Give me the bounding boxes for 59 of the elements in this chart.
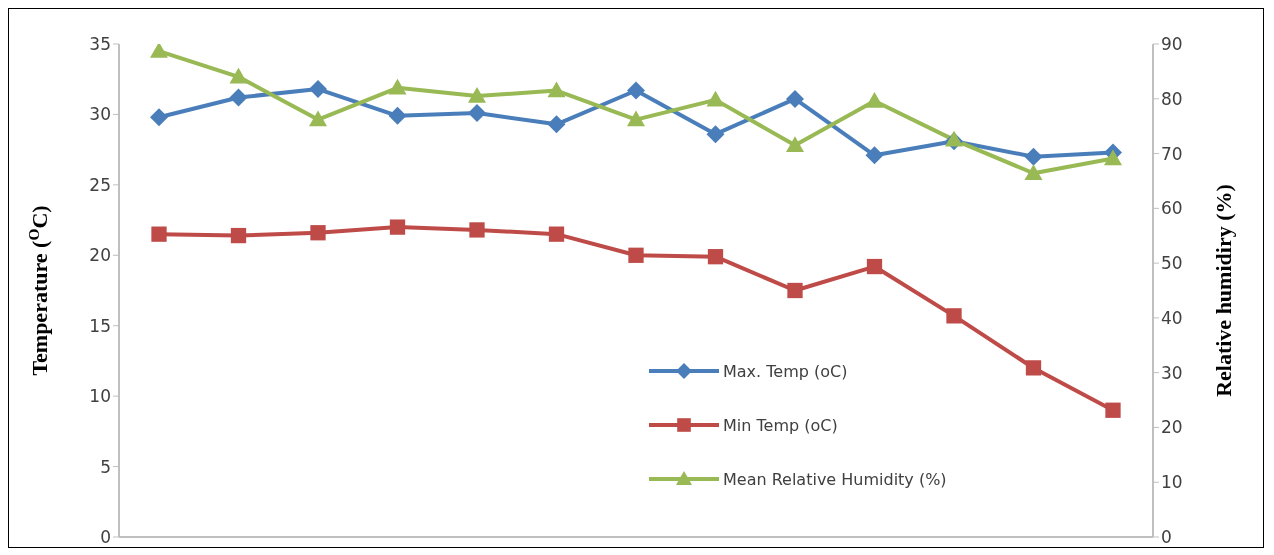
legend-label: Min Temp (oC): [723, 415, 838, 435]
point: [945, 130, 963, 147]
y2-tick-label: 60: [1161, 198, 1183, 219]
y2-tick-label: 10: [1161, 472, 1183, 493]
legend-label: Mean Relative Humidity (%): [723, 469, 947, 489]
y2-tick-label: 0: [1161, 527, 1172, 548]
point: [786, 89, 804, 108]
y2-tick-label: 50: [1161, 253, 1183, 274]
point: [628, 247, 644, 263]
point: [1025, 360, 1042, 376]
y2-tick-label: 30: [1161, 362, 1183, 383]
point: [468, 87, 486, 103]
legend-label: Max. Temp (oC): [723, 361, 848, 381]
point: [706, 125, 725, 144]
point: [946, 308, 962, 324]
y2-tick-label: 20: [1161, 417, 1183, 438]
point: [706, 90, 725, 107]
point: [388, 78, 407, 95]
point: [786, 136, 804, 153]
point: [547, 81, 566, 98]
y-tick-label: 15: [89, 315, 111, 336]
point: [627, 81, 645, 100]
y-tick-label: 10: [89, 386, 111, 407]
y-tick-label: 25: [89, 174, 111, 195]
y-tick-label: 20: [89, 245, 111, 266]
y2-tick-label: 40: [1161, 307, 1183, 328]
y-tick-label: 30: [89, 104, 111, 125]
point: [150, 44, 168, 58]
point: [627, 110, 645, 127]
y-tick-label: 35: [89, 34, 111, 55]
point: [310, 225, 326, 241]
point: [707, 249, 724, 265]
y-tick-label: 5: [100, 456, 111, 477]
point: [1024, 147, 1043, 166]
point: [309, 110, 327, 127]
point: [1104, 149, 1122, 166]
point: [548, 226, 565, 242]
point: [1105, 402, 1121, 418]
y2-tick-label: 90: [1161, 34, 1183, 55]
point: [469, 222, 485, 238]
point: [787, 282, 803, 299]
point: [229, 88, 248, 107]
point: [150, 108, 168, 127]
point: [1024, 164, 1043, 181]
point: [230, 227, 247, 244]
point: [468, 104, 486, 123]
point: [865, 146, 884, 165]
y2-tick-label: 70: [1161, 143, 1183, 164]
point: [151, 226, 167, 242]
point: [389, 219, 406, 235]
point: [229, 67, 248, 84]
point: [309, 80, 327, 99]
point: [547, 115, 566, 134]
point: [865, 91, 884, 108]
point: [388, 106, 407, 125]
y2-axis-title: Relative humidiry (%): [1211, 184, 1236, 397]
y-tick-label: 0: [100, 527, 111, 548]
y2-tick-label: 80: [1161, 88, 1183, 109]
point: [866, 258, 883, 275]
